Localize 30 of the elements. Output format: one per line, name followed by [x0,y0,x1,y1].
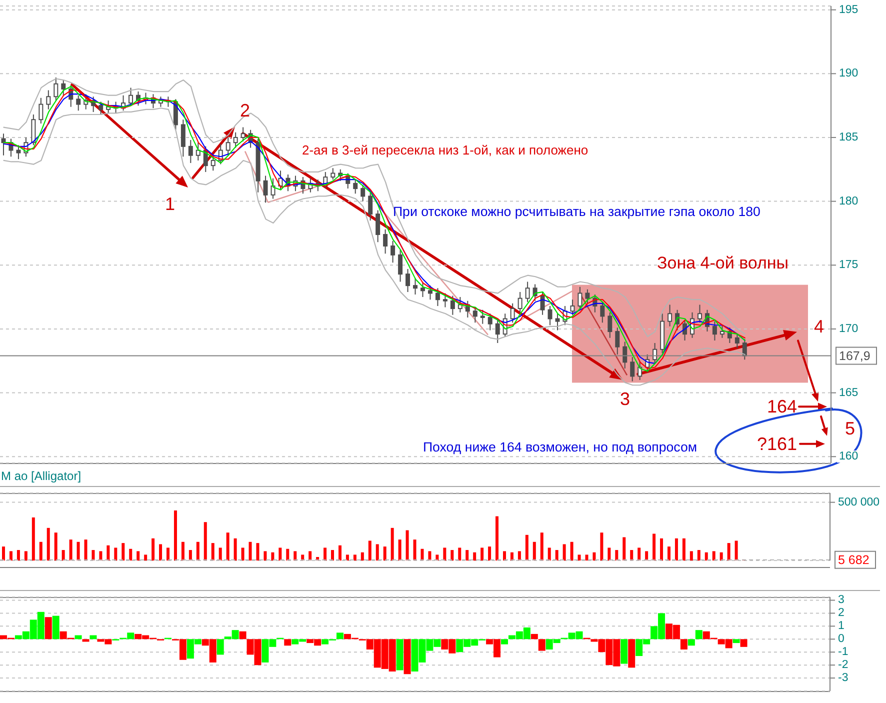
annotation: 1 [164,194,176,214]
y-tick-label: -2 [838,659,848,672]
annotation: Поход ниже 164 возможен, но под вопросом [423,439,697,454]
y-tick-label: -3 [838,672,848,684]
y-tick-label: 1 [838,620,844,632]
annotation: 3 [620,389,630,410]
annotation: Зона 4-ой волны [657,254,789,273]
annotation: 2-ая в 3-ей пересекла низ 1-ой, как и положено [302,142,588,158]
ref-line-label: 5 682 [838,552,870,567]
y-tick-label: 0 [838,633,844,646]
annotation: При отскоке можно рсчитывать на закрытие гэпа около 180 [393,204,760,220]
y-tick-label: 170 [839,322,858,335]
y-tick-label: 165 [839,386,858,399]
y-tick-label: 500 000 [838,496,880,508]
y-tick-label: 2 [838,607,844,620]
annotation: 164 [766,396,797,417]
y-tick-label: 190 [839,68,858,80]
y-tick-label: 175 [839,259,858,272]
y-tick-label: 3 [838,594,844,606]
annotation: ?161 [756,434,797,454]
y-tick-label: 195 [839,4,858,16]
y-tick-label: 185 [839,131,858,144]
y-tick-label: -1 [838,646,848,658]
y-tick-label: 160 [839,450,858,463]
annotation: 2 [240,100,250,121]
text: 5 [844,418,856,439]
text: M ao [Alligator] [1,469,82,483]
annotation: 4 [814,316,824,336]
y-tick-label: 180 [839,195,858,208]
ref-line-label: 167,9 [839,348,870,363]
